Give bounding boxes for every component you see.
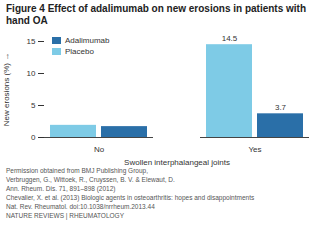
svg-text:15: 15 (27, 37, 36, 46)
html-text:Nat. Rev. Rheumatol. doi:10.10: Nat. Rev. Rheumatol. doi:10.1038/nrrheum… (6, 203, 155, 210)
html-text:Chevalier, X. et al. (2013) Bi: Chevalier, X. et al. (2013) Biologic age… (6, 194, 255, 201)
svg-text:0: 0 (31, 133, 36, 142)
html-text:Placebo: Placebo (65, 47, 94, 56)
svg-text:3.7: 3.7 (275, 103, 287, 112)
html-text:Ann. Rheum. Dis. 71, 891–898 (: Ann. Rheum. Dis. 71, 891–898 (2012) (6, 185, 116, 192)
svg-text:New erosions (%) →: New erosions (%) → (2, 53, 11, 126)
svg-text:14.5: 14.5 (222, 34, 238, 43)
html-text:Permission obtained from BMJ P: Permission obtained from BMJ Publishing … (6, 167, 148, 174)
svg-text:10: 10 (27, 69, 36, 78)
svg-text:Yes: Yes (248, 145, 261, 154)
svg-text:Swollen interphalangeal joints: Swollen interphalangeal joints (124, 158, 230, 167)
svg-text:No: No (94, 145, 105, 154)
html-text:NATURE REVIEWS | RHEUMATOLOGY: NATURE REVIEWS | RHEUMATOLOGY (6, 212, 124, 219)
html-text:Figure 4 Effect of adalimumab: Figure 4 Effect of adalimumab on new ero… (6, 3, 306, 26)
html-text:Adalimumab: Adalimumab (65, 36, 110, 45)
svg-text:5: 5 (31, 101, 36, 110)
html-text:Verbruggen, G., Wittoek, R., C: Verbruggen, G., Wittoek, R., Cruyssen, B… (6, 176, 175, 183)
